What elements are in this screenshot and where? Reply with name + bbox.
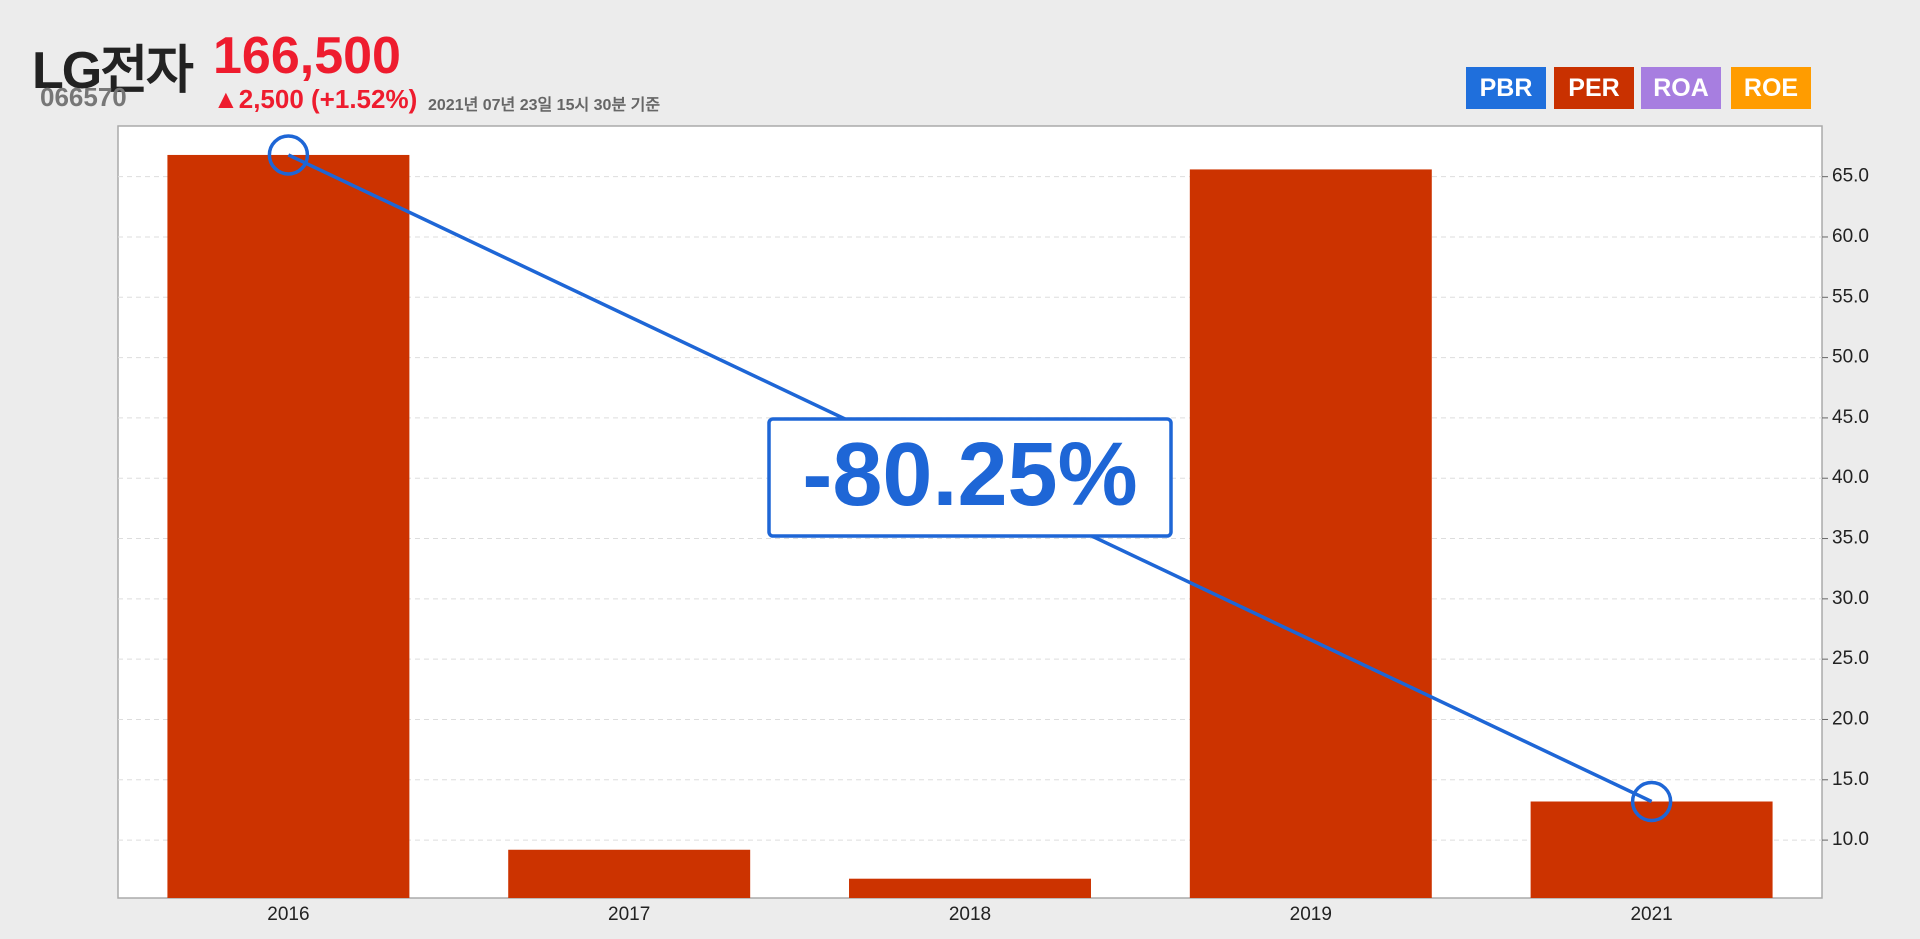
y-tick-label: 15.0	[1832, 769, 1869, 790]
y-tick-label: 50.0	[1832, 347, 1869, 368]
y-tick-label: 45.0	[1832, 407, 1869, 428]
y-tick-label: 60.0	[1832, 226, 1869, 247]
x-tick-label: 2019	[1290, 904, 1332, 925]
x-tick-label: 2016	[267, 904, 309, 925]
annotation-box	[767, 417, 1173, 538]
metric-button[interactable]: ROA	[1641, 67, 1721, 109]
y-tick-label: 30.0	[1832, 588, 1869, 609]
bar	[1530, 801, 1773, 898]
trend-point	[267, 134, 310, 176]
y-tick-label: 10.0	[1832, 829, 1869, 850]
stock-code: 066570	[40, 82, 127, 112]
y-tick-label: 35.0	[1832, 528, 1869, 549]
stock-name: LG전자	[32, 42, 194, 100]
bar	[1189, 169, 1432, 899]
timestamp: 2021년 07년 23일 15시 30분 기준	[428, 97, 661, 114]
bar	[508, 849, 751, 898]
y-tick-label: 25.0	[1832, 648, 1869, 669]
metric-button[interactable]: PBR	[1466, 67, 1546, 109]
annotation: -80.25%	[802, 425, 1137, 525]
x-tick-label: 2018	[949, 904, 991, 925]
x-tick-label: 2017	[608, 904, 650, 925]
bar	[167, 154, 410, 898]
metric-button[interactable]: ROE	[1731, 67, 1811, 109]
stock-price: 166,500	[213, 27, 401, 85]
y-tick-label: 55.0	[1832, 286, 1869, 307]
y-tick-label: 20.0	[1832, 708, 1869, 729]
metric-button[interactable]: PER	[1554, 67, 1634, 109]
trend-point	[1630, 780, 1673, 823]
y-tick-label: 65.0	[1832, 166, 1869, 187]
y-tick-label: 40.0	[1832, 467, 1869, 488]
price-change: ▲2,500 (+1.52%)	[213, 84, 418, 114]
x-tick-label: 2021	[1630, 904, 1672, 925]
bar	[849, 878, 1091, 898]
